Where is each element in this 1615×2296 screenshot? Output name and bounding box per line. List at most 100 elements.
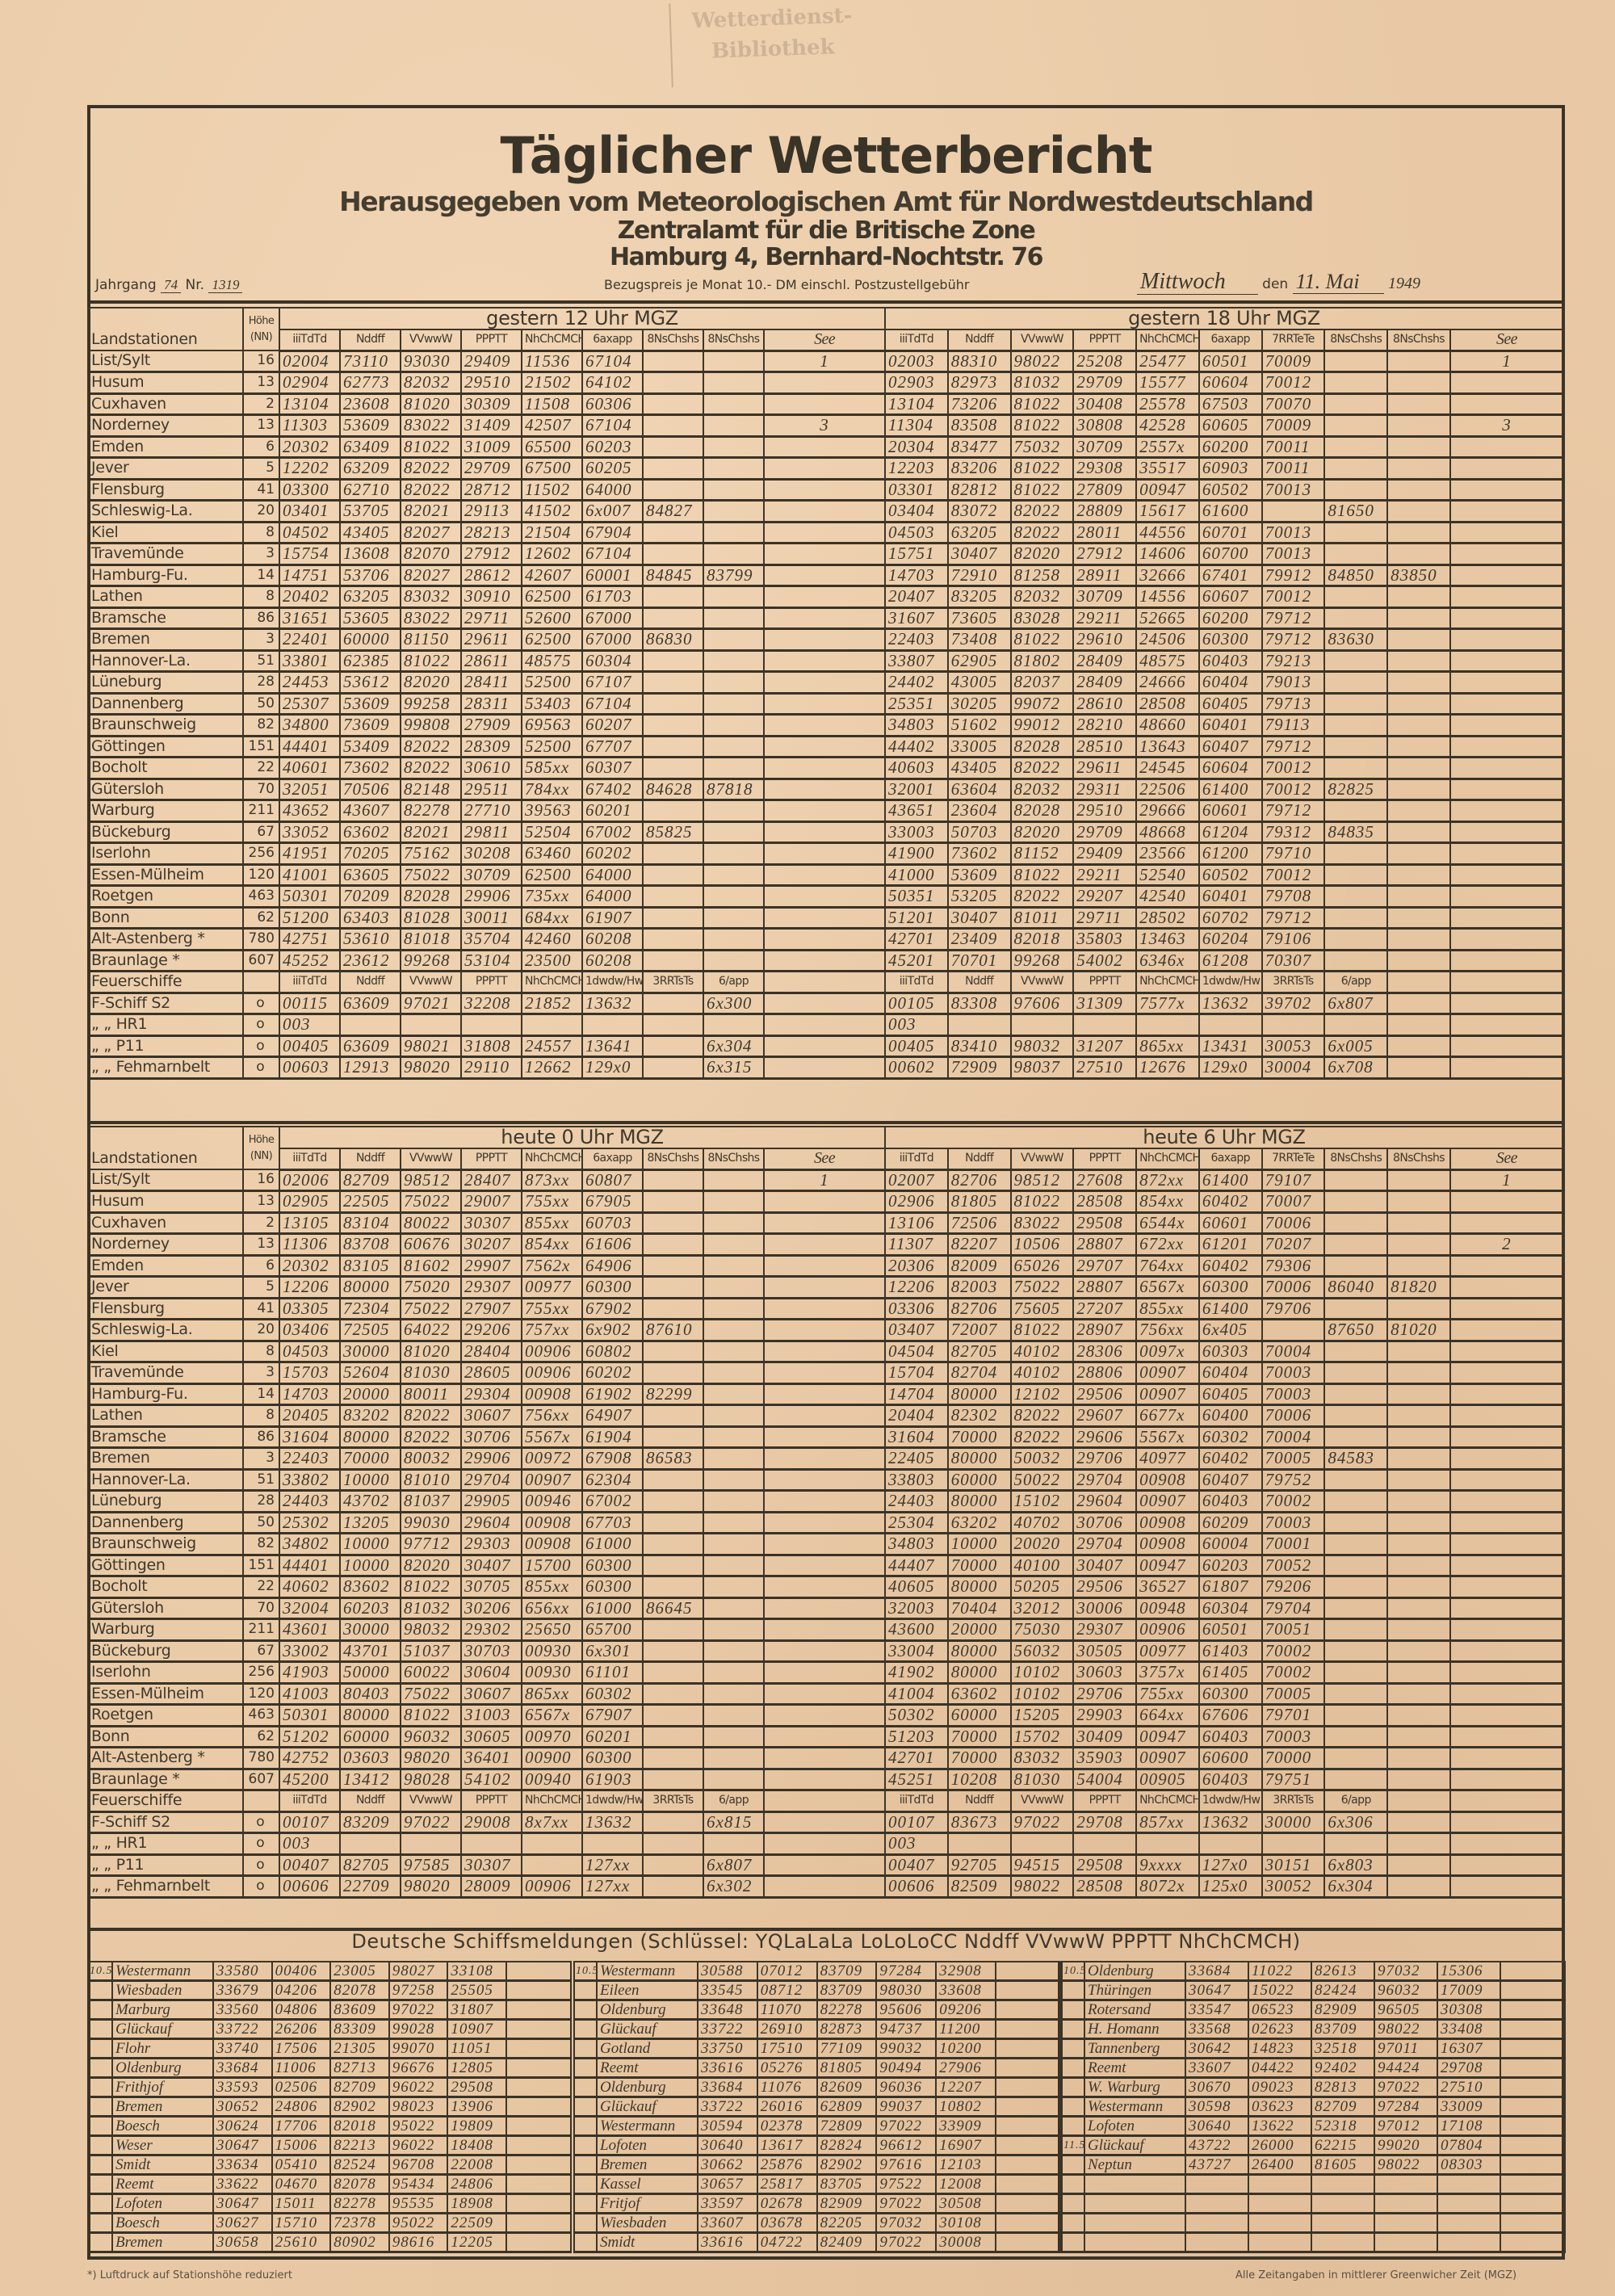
ship-report-row: 10.5 Westermann 33580 00406 23005 98027 33108: [87, 1961, 572, 1982]
observation-value: [642, 542, 704, 566]
observation-value: 23500: [521, 949, 583, 972]
column-header: PPPTT: [460, 1148, 522, 1171]
observation-value: 684xx: [521, 906, 583, 930]
observation-value: [762, 1811, 887, 1834]
observation-value: 60405: [1198, 1383, 1263, 1406]
report-group: 97284: [1374, 2096, 1438, 2118]
observation-value: 92705: [946, 1853, 1012, 1877]
sea-state: 1: [762, 1169, 887, 1192]
observation-value: 63609: [339, 992, 401, 1015]
observation-value: 22401: [279, 628, 341, 652]
observation-value: 00977: [521, 1275, 583, 1299]
observation-value: 42607: [521, 564, 583, 587]
report-group: 11076: [756, 2076, 818, 2098]
station-height: 16: [242, 1169, 280, 1192]
observation-value: 21852: [521, 992, 583, 1015]
observation-value: [703, 884, 765, 909]
observation-value: 70005: [1261, 1682, 1326, 1706]
report-group: 27510: [1437, 2076, 1501, 2098]
lightship-row: 00107 83673 97022 29708 857xx 13632 30000 6x306: [884, 1811, 1564, 1834]
observation-value: 79107: [1261, 1169, 1326, 1192]
observation-value: 02003: [884, 350, 949, 373]
observation-value: 83602: [339, 1575, 401, 1599]
report-group: 96022: [388, 2134, 449, 2156]
station-name: Bocholt: [87, 756, 244, 780]
station-row: Alt-Astenberg * 780 42752 03603 98020 36401 00…: [87, 1746, 887, 1770]
station-row: List/Sylt 16 02004 73110 93030 29409 11536 6710…: [87, 350, 887, 373]
observation-value: 51201: [884, 906, 949, 930]
observation-value: 30808: [1072, 413, 1138, 438]
observation-value: 79713: [1261, 692, 1326, 716]
observation-value: 40702: [1009, 1511, 1075, 1534]
ship-name: Rotersand: [1084, 1999, 1186, 2021]
report-date: [87, 2038, 113, 2059]
ship-report-row: Wiesbaden 33679 04206 82078 97258 25505: [87, 1979, 572, 2001]
report-group: 82909: [1311, 1999, 1375, 2021]
observation-value: 98032: [400, 1618, 462, 1642]
station-row: 33803 60000 50022 29704 00908 60407 79752: [884, 1468, 1564, 1492]
report-group: 17506: [271, 2038, 332, 2059]
observation-value: [703, 1318, 765, 1342]
ship-report-row: Smidt 33616 04722 82409 97022 30008: [572, 2231, 1061, 2253]
report-date: [572, 2134, 598, 2156]
sea-state: [1449, 1318, 1564, 1342]
observation-value: 83508: [946, 413, 1012, 438]
library-stamp: Wetterdienst-Bibliothek: [669, 0, 875, 88]
empty-cell: [994, 2173, 1061, 2195]
observation-value: 75022: [1009, 1275, 1075, 1299]
observation-value: [642, 1639, 704, 1663]
observation-value: 29704: [1072, 1468, 1138, 1492]
observation-value: 6x301: [581, 1639, 644, 1663]
observation-value: 13632: [1198, 992, 1263, 1015]
lightship-name: „ „ HR1: [87, 1832, 244, 1856]
station-row: 31604 70000 82022 29606 5567x 60302 70004: [884, 1425, 1564, 1449]
report-group: 33722: [697, 2096, 758, 2118]
observation-value: 00906: [521, 1340, 583, 1363]
observation-value: 28510: [1072, 735, 1138, 758]
observation-value: 82299: [642, 1383, 704, 1406]
observation-value: [703, 1254, 765, 1278]
observation-value: 60604: [1198, 756, 1263, 780]
station-height: 20: [242, 1318, 280, 1342]
report-group: 81805: [816, 2057, 878, 2079]
observation-value: [642, 949, 704, 972]
observation-value: 29906: [460, 884, 522, 909]
station-name: Alt-Astenberg *: [87, 927, 244, 951]
station-row: 44402 33005 82028 28510 13643 60407 79712: [884, 735, 1565, 758]
observation-value: 22709: [339, 1874, 401, 1899]
observation-value: 30408: [1072, 392, 1138, 416]
observation-value: 00970: [521, 1725, 583, 1748]
observation-value: 44402: [884, 735, 949, 758]
observation-value: 855xx: [521, 1575, 583, 1599]
observation-value: 81020: [400, 392, 462, 416]
observation-value: 6x803: [1323, 1853, 1389, 1877]
observation-value: 60304: [1198, 1597, 1263, 1620]
observation-value: 44407: [884, 1554, 949, 1577]
lightship-name: F-Schiff S2: [87, 992, 244, 1015]
empty-cell: [1500, 2134, 1566, 2156]
ship-report-row: [1059, 2212, 1566, 2234]
observation-value: 82704: [946, 1361, 1012, 1385]
observation-value: 48660: [1135, 713, 1200, 737]
observation-value: [642, 1768, 704, 1791]
report-group: [1437, 2173, 1501, 2195]
station-name: Jever: [87, 1275, 244, 1299]
ship-name: Westermann: [111, 1961, 214, 1982]
observation-value: 60502: [1198, 478, 1263, 502]
observation-value: [703, 1746, 765, 1770]
height-cell: [242, 1789, 280, 1813]
observation-value: 52665: [1135, 607, 1200, 630]
lightship-row: 003: [884, 1013, 1565, 1037]
observation-value: 60209: [1198, 1511, 1263, 1534]
observation-value: [1386, 1297, 1451, 1320]
nr-value: 1319: [208, 277, 243, 293]
station-row: Kiel 8 04503 30000 81020 28404 00906 60802: [87, 1340, 887, 1363]
observation-value: [1323, 542, 1389, 566]
report-group: 52318: [1311, 2115, 1375, 2137]
observation-value: 00115: [279, 992, 341, 1015]
report-group: [1374, 2231, 1438, 2253]
observation-value: 61400: [1198, 778, 1263, 801]
observation-value: 28610: [1072, 692, 1138, 716]
observation-value: 70013: [1261, 478, 1326, 502]
station-name: Norderney: [87, 413, 244, 438]
